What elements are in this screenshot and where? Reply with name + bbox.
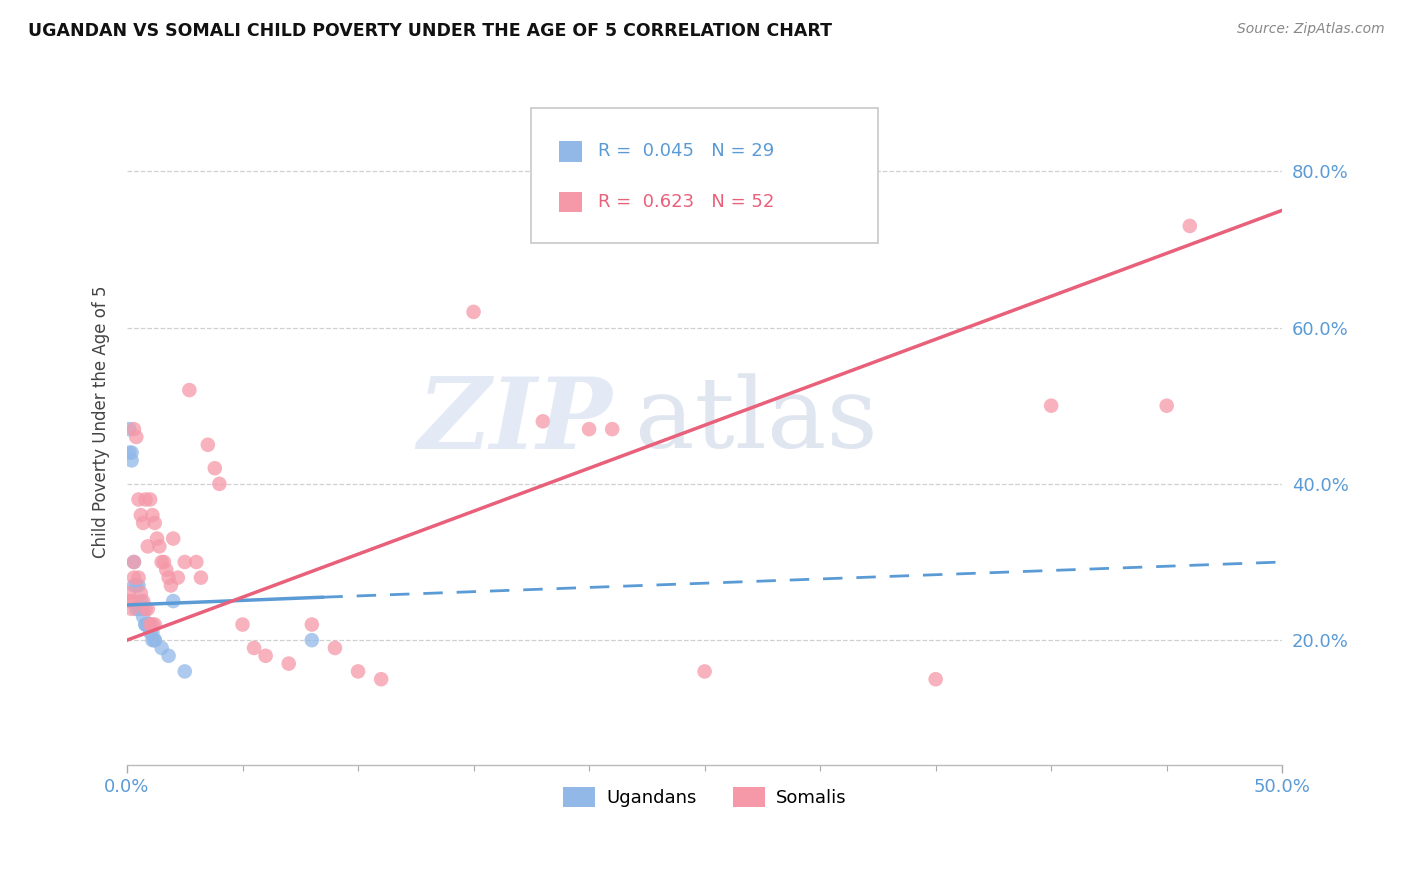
Point <box>128 578 150 592</box>
Point <box>136 617 159 632</box>
Point <box>143 516 166 530</box>
Point <box>186 555 208 569</box>
Point <box>301 617 323 632</box>
Point <box>693 665 716 679</box>
Y-axis label: Child Poverty Under the Age of 5: Child Poverty Under the Age of 5 <box>93 285 110 558</box>
Point <box>136 540 159 554</box>
Text: ZIP: ZIP <box>418 373 612 469</box>
Text: R =  0.623   N = 52: R = 0.623 N = 52 <box>598 193 775 211</box>
Point <box>197 438 219 452</box>
Point <box>122 422 145 436</box>
Point <box>141 633 163 648</box>
Point <box>139 617 162 632</box>
Point <box>143 633 166 648</box>
Point <box>143 617 166 632</box>
Point <box>118 422 141 436</box>
Point <box>122 555 145 569</box>
Point <box>600 422 623 436</box>
Point <box>125 602 148 616</box>
Point <box>347 665 370 679</box>
Point <box>146 532 169 546</box>
FancyBboxPatch shape <box>560 192 582 212</box>
Point <box>122 578 145 592</box>
Point <box>129 586 152 600</box>
Point <box>132 602 155 616</box>
Point <box>125 578 148 592</box>
Point <box>173 665 195 679</box>
Point <box>118 594 141 608</box>
Point <box>122 571 145 585</box>
Point <box>208 476 231 491</box>
Point <box>132 516 155 530</box>
Point <box>166 571 188 585</box>
Point <box>157 648 180 663</box>
Point <box>139 492 162 507</box>
Point <box>301 633 323 648</box>
Point <box>121 453 143 467</box>
Legend: Ugandans, Somalis: Ugandans, Somalis <box>555 780 853 814</box>
Point <box>132 609 155 624</box>
Point <box>155 563 177 577</box>
Point <box>134 617 156 632</box>
Point <box>160 578 183 592</box>
Point <box>157 571 180 585</box>
Point <box>128 571 150 585</box>
Point <box>162 594 184 608</box>
Point <box>179 383 201 397</box>
Point <box>531 414 554 428</box>
Point <box>129 594 152 608</box>
Point <box>1178 219 1201 233</box>
Point <box>139 617 162 632</box>
Point <box>125 430 148 444</box>
Text: R =  0.045   N = 29: R = 0.045 N = 29 <box>598 143 775 161</box>
Point <box>122 555 145 569</box>
Point <box>139 625 162 640</box>
Point <box>132 594 155 608</box>
Point <box>1040 399 1063 413</box>
Point <box>150 555 173 569</box>
Point <box>323 640 346 655</box>
Point <box>173 555 195 569</box>
Point <box>121 445 143 459</box>
Point <box>143 633 166 648</box>
Point <box>129 602 152 616</box>
Point <box>370 672 392 686</box>
FancyBboxPatch shape <box>531 109 877 243</box>
Point <box>134 617 156 632</box>
Point <box>162 532 184 546</box>
Point <box>153 555 176 569</box>
Point <box>134 602 156 616</box>
Point <box>136 617 159 632</box>
Point <box>121 602 143 616</box>
Point <box>243 640 266 655</box>
Point <box>118 445 141 459</box>
Point <box>231 617 253 632</box>
FancyBboxPatch shape <box>560 141 582 161</box>
Text: UGANDAN VS SOMALI CHILD POVERTY UNDER THE AGE OF 5 CORRELATION CHART: UGANDAN VS SOMALI CHILD POVERTY UNDER TH… <box>28 22 832 40</box>
Text: Source: ZipAtlas.com: Source: ZipAtlas.com <box>1237 22 1385 37</box>
Point <box>150 640 173 655</box>
Point <box>148 540 170 554</box>
Point <box>463 305 485 319</box>
Text: atlas: atlas <box>636 374 877 469</box>
Point <box>128 602 150 616</box>
Point <box>134 492 156 507</box>
Point <box>924 672 946 686</box>
Point <box>141 625 163 640</box>
Point <box>129 508 152 522</box>
Point <box>141 508 163 522</box>
Point <box>121 594 143 608</box>
Point <box>136 602 159 616</box>
Point <box>204 461 226 475</box>
Point <box>578 422 600 436</box>
Point <box>277 657 299 671</box>
Point <box>254 648 277 663</box>
Point <box>808 211 831 226</box>
Point <box>141 617 163 632</box>
Point <box>128 492 150 507</box>
Point <box>1156 399 1178 413</box>
Point <box>190 571 212 585</box>
Point <box>118 586 141 600</box>
